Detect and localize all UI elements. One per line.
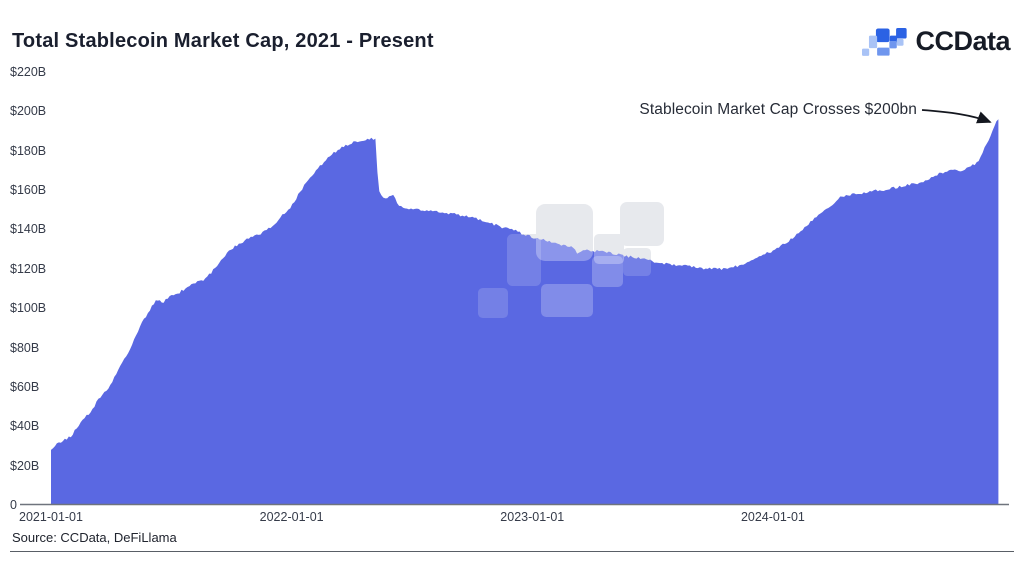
x-axis-tick-label: 2021-01-01 [19, 510, 83, 524]
source-label: Source: CCData, DeFiLlama [12, 530, 177, 545]
y-axis-tick-label: $200B [10, 104, 47, 119]
y-axis-tick-label: $120B [10, 261, 47, 276]
market-cap-area-series [51, 119, 999, 505]
x-axis-tick-label: 2024-01-01 [740, 510, 805, 524]
y-axis-tick-label: $160B [10, 183, 47, 198]
x-axis-tick-label: 2022-01-01 [259, 510, 324, 524]
ccdata-logo-text: CCData [915, 26, 1010, 56]
y-axis-tick-label: $60B [10, 379, 40, 394]
y-axis-tick-label: $20B [10, 458, 40, 473]
y-axis-tick-label: $220B [10, 65, 47, 79]
y-axis-tick-label: $40B [10, 419, 40, 434]
annotation-label: Stablecoin Market Cap Crosses $200bn [639, 101, 917, 118]
x-axis-tick-label: 2023-01-01 [500, 510, 565, 524]
ccdata-logo: CCData [862, 26, 1010, 57]
annotation-arrow [921, 109, 992, 124]
y-axis-tick-label: $140B [10, 222, 47, 237]
y-axis-tick-label: $180B [10, 143, 47, 158]
y-axis-tick-label: $100B [10, 301, 47, 316]
y-axis-tick-label: $80B [10, 340, 40, 355]
y-axis-tick-label: 0 [10, 498, 17, 512]
ccdata-logo-icon [862, 27, 908, 56]
page-title: Total Stablecoin Market Cap, 2021 - Pres… [12, 30, 434, 52]
footer-divider [10, 551, 1014, 552]
